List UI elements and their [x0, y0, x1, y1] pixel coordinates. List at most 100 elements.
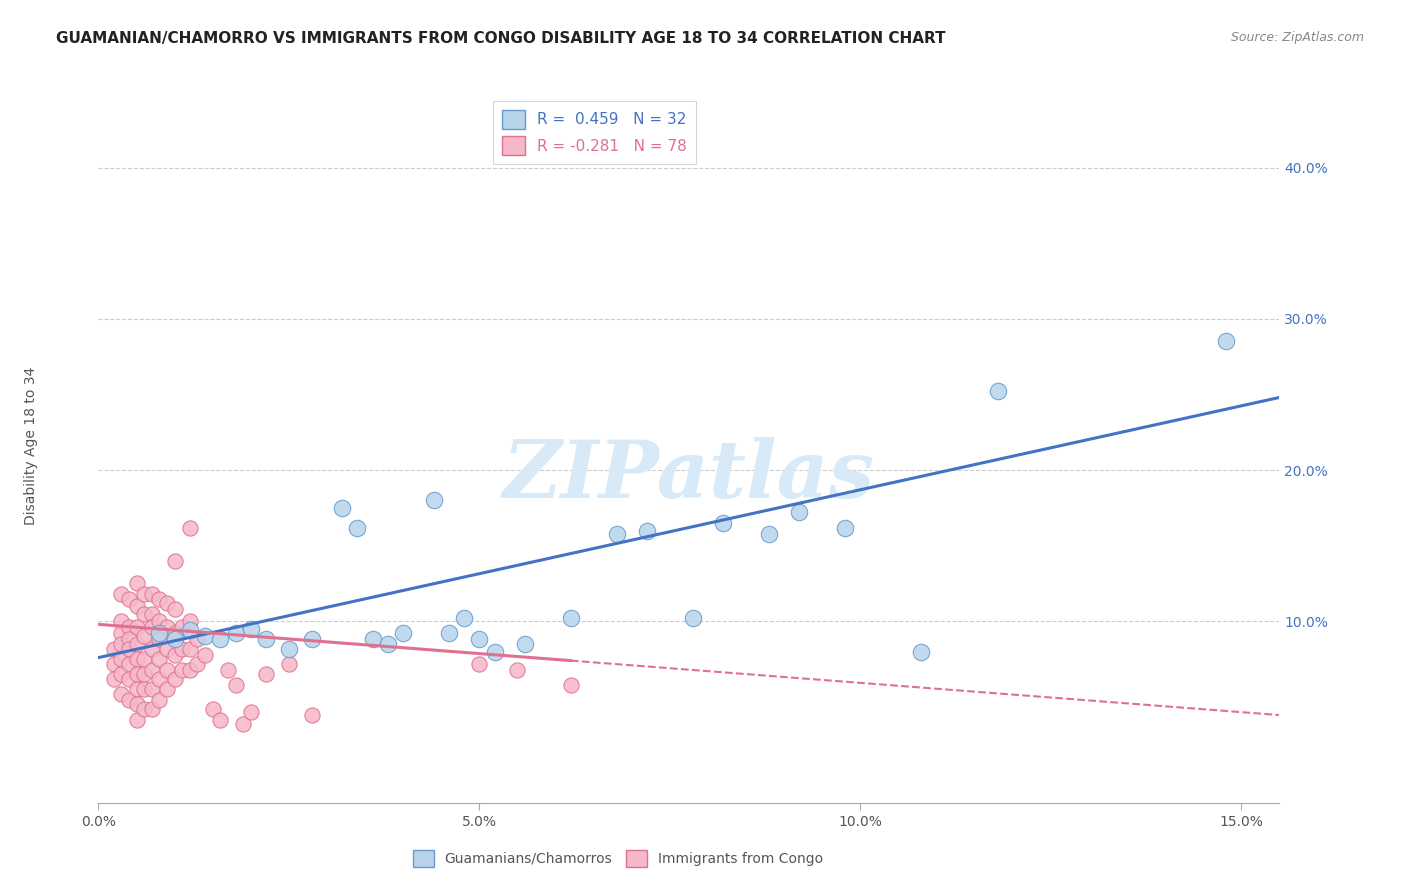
Point	[141, 682, 163, 697]
Legend: Guamanians/Chamorros, Immigrants from Congo: Guamanians/Chamorros, Immigrants from Co…	[408, 845, 830, 872]
Point	[468, 657, 491, 671]
Point	[156, 641, 179, 656]
Point	[118, 672, 141, 686]
Point	[225, 626, 247, 640]
Point	[194, 648, 217, 662]
Point	[392, 626, 415, 640]
Point	[156, 682, 179, 697]
Point	[239, 705, 262, 719]
Point	[484, 644, 506, 658]
Point	[125, 682, 148, 697]
Point	[148, 693, 170, 707]
Point	[125, 667, 148, 681]
Point	[606, 526, 628, 541]
Point	[346, 520, 368, 534]
Point	[134, 682, 156, 697]
Point	[186, 632, 208, 647]
Point	[110, 637, 132, 651]
Point	[172, 663, 194, 677]
Point	[125, 713, 148, 727]
Point	[758, 526, 780, 541]
Point	[141, 607, 163, 621]
Point	[125, 620, 148, 634]
Point	[134, 607, 156, 621]
Point	[277, 641, 299, 656]
Point	[1215, 334, 1237, 349]
Point	[636, 524, 658, 538]
Point	[134, 702, 156, 716]
Point	[172, 641, 194, 656]
Point	[141, 702, 163, 716]
Point	[225, 678, 247, 692]
Point	[141, 620, 163, 634]
Point	[277, 657, 299, 671]
Point	[506, 663, 529, 677]
Point	[330, 500, 353, 515]
Text: ZIPatlas: ZIPatlas	[503, 437, 875, 515]
Point	[110, 615, 132, 629]
Point	[910, 644, 932, 658]
Point	[560, 611, 582, 625]
Point	[118, 632, 141, 647]
Point	[118, 693, 141, 707]
Point	[156, 620, 179, 634]
Point	[186, 657, 208, 671]
Point	[179, 663, 201, 677]
Point	[201, 702, 224, 716]
Point	[179, 520, 201, 534]
Point	[163, 554, 186, 568]
Point	[163, 602, 186, 616]
Point	[986, 384, 1008, 399]
Point	[163, 626, 186, 640]
Point	[422, 493, 444, 508]
Point	[156, 596, 179, 610]
Point	[254, 667, 277, 681]
Point	[110, 626, 132, 640]
Point	[134, 652, 156, 666]
Point	[254, 632, 277, 647]
Point	[301, 708, 323, 723]
Point	[141, 663, 163, 677]
Point	[103, 641, 125, 656]
Point	[156, 663, 179, 677]
Text: GUAMANIAN/CHAMORRO VS IMMIGRANTS FROM CONGO DISABILITY AGE 18 TO 34 CORRELATION : GUAMANIAN/CHAMORRO VS IMMIGRANTS FROM CO…	[56, 31, 946, 46]
Point	[125, 698, 148, 712]
Point	[103, 657, 125, 671]
Point	[789, 505, 811, 519]
Point	[134, 667, 156, 681]
Point	[711, 516, 734, 530]
Point	[118, 620, 141, 634]
Point	[148, 652, 170, 666]
Point	[163, 672, 186, 686]
Point	[125, 637, 148, 651]
Point	[560, 678, 582, 692]
Point	[468, 632, 491, 647]
Point	[834, 520, 856, 534]
Point	[125, 599, 148, 614]
Point	[110, 652, 132, 666]
Point	[301, 632, 323, 647]
Point	[148, 591, 170, 606]
Point	[172, 620, 194, 634]
Point	[217, 663, 239, 677]
Point	[682, 611, 704, 625]
Point	[239, 622, 262, 636]
Point	[232, 717, 254, 731]
Point	[179, 624, 201, 638]
Point	[209, 713, 232, 727]
Point	[118, 657, 141, 671]
Point	[148, 632, 170, 647]
Point	[513, 637, 536, 651]
Point	[148, 626, 170, 640]
Point	[118, 591, 141, 606]
Point	[163, 648, 186, 662]
Point	[179, 615, 201, 629]
Point	[148, 615, 170, 629]
Point	[361, 632, 384, 647]
Point	[453, 611, 475, 625]
Point	[141, 587, 163, 601]
Point	[103, 672, 125, 686]
Text: Source: ZipAtlas.com: Source: ZipAtlas.com	[1230, 31, 1364, 45]
Point	[110, 587, 132, 601]
Point	[148, 672, 170, 686]
